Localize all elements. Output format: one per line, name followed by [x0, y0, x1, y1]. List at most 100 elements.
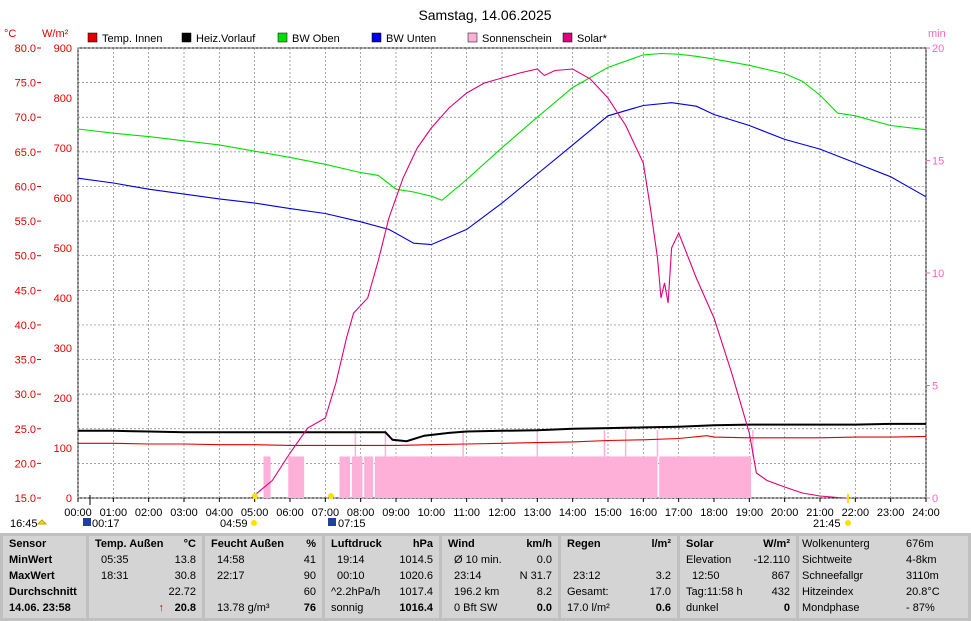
humidity-max-time: 22:17: [217, 570, 245, 582]
moon-marker-icon: [328, 493, 334, 499]
series-line: [77, 52, 927, 201]
snowline-label: Schneefallgr: [802, 570, 864, 582]
y-tick-label-celsius: 65.0: [15, 147, 36, 159]
x-tick-label: 05:00: [241, 507, 269, 519]
solar-avg-value: 432: [771, 586, 790, 598]
y-tick-label-celsius: 20.0: [15, 458, 36, 470]
sun-moon-markers: 16:45 00:17 04:59 07:15 21:45: [10, 493, 851, 530]
x-tick-label: 03:00: [170, 507, 198, 519]
solar-elevation-label: Elevation: [686, 554, 732, 566]
x-tick-label: 20:00: [771, 507, 799, 519]
pressure-max-time: 00:10: [337, 570, 365, 582]
wind-current-value: 0.0: [536, 602, 552, 614]
y-tick-label-celsius: 60.0: [15, 181, 36, 193]
rain-sum: 17.0 l/m²: [567, 602, 610, 614]
x-tick-label: 17:00: [665, 507, 693, 519]
wind-max-value: N 31.7: [519, 570, 552, 582]
sunshine-bar: [288, 456, 305, 498]
x-tick-label: 12:00: [488, 507, 516, 519]
y-tick-label-min: 0: [932, 493, 938, 505]
y-tick-label-celsius: 75.0: [15, 78, 36, 90]
humidity-avg-value: 60: [303, 586, 316, 598]
wind-distance: 196.2 km: [454, 586, 500, 598]
rain-max-time: 23:12: [573, 570, 601, 582]
x-tick-label: 23:00: [877, 507, 905, 519]
temp-max-value: 30.8: [174, 570, 196, 582]
pressure-min-value: 1014.5: [399, 554, 433, 566]
y-tick-label-celsius: 35.0: [15, 355, 36, 367]
x-tick-label: 00:00: [64, 507, 92, 519]
humidity-min-value: 41: [303, 554, 316, 566]
y-tick-label-celsius: 15.0: [15, 493, 36, 505]
day-length: Tag:11:58 h: [686, 586, 743, 598]
wind-header: Wind: [448, 538, 475, 550]
left-axis-unit-celsius: °C: [4, 28, 16, 40]
wind-avg-label: Ø 10 min.: [454, 554, 502, 566]
sunshine-bars: [263, 430, 754, 498]
temp-avg-value: 22.72: [168, 586, 196, 598]
y-tick-label-celsius: 80.0: [15, 43, 36, 55]
wind-avg-value: 0.0: [536, 554, 552, 566]
series-line: [78, 422, 926, 443]
legend-swatch: [87, 32, 98, 43]
wind-max-time: 23:14: [454, 570, 482, 582]
snowline-value: 3110m: [906, 570, 939, 582]
absolute-humidity: 13.78 g/m³: [217, 602, 270, 614]
weather-chart: Samstag, 14.06.2025 °C W/m² min Temp. In…: [4, 7, 946, 530]
right-axis-unit-min: min: [928, 28, 946, 40]
x-tick-label: 21:00: [806, 507, 834, 519]
trend-up-icon: ↑: [158, 602, 165, 614]
legend-label: Solar*: [577, 33, 608, 45]
pressure-min-time: 19:14: [337, 554, 365, 566]
solar-max-value: 867: [771, 570, 790, 582]
rain-total-value: 17.0: [649, 586, 671, 598]
legend-swatch: [181, 32, 192, 43]
temp-column: Temp. Außen °C 05:35 13.8 18:31 30.8 22.72 …: [89, 536, 202, 618]
humidity-min-time: 14:58: [217, 554, 245, 566]
temp-header: Temp. Außen: [95, 538, 164, 550]
wind-mean-value: 8.2: [536, 586, 552, 598]
legend-label: Heiz.Vorlauf: [196, 33, 256, 45]
legend-swatch: [371, 32, 382, 43]
series-lines: [77, 52, 927, 499]
y-tick-label-celsius: 50.0: [15, 251, 36, 263]
moon-time: 07:15: [338, 518, 366, 530]
pressure-unit: hPa: [412, 538, 433, 550]
heat-index-value: 20.8°C: [906, 586, 940, 598]
rain-total-label: Gesamt:: [567, 586, 609, 598]
y-axes: 80.0 75.0 70.0 65.0 60.0 55.0 50.0 45.0 40.0 35.0…: [15, 43, 945, 505]
y-tick-label-wm2: 700: [54, 143, 72, 155]
x-tick-label: 11:00: [453, 507, 480, 519]
sun-icon: [251, 520, 257, 526]
pressure-trend: ^2.2hPa/h: [331, 586, 381, 598]
rain-header: Regen: [567, 538, 601, 550]
x-tick-label: 14:00: [559, 507, 587, 519]
y-tick-label-celsius: 45.0: [15, 285, 36, 297]
y-tick-label-wm2: 0: [66, 493, 72, 505]
sunshine-bar: [659, 456, 752, 498]
series-line: [78, 435, 927, 446]
pressure-header: Luftdruck: [331, 538, 382, 550]
y-tick-label-celsius: 25.0: [15, 424, 36, 436]
rain-column: Regen l/m² 23:12 3.2 Gesamt: 17.0 17.0 l/m²…: [561, 536, 677, 618]
row-label-current: 14.06. 23:58: [9, 602, 71, 614]
y-tick-label-wm2: 600: [54, 193, 72, 205]
sunshine-bar: [351, 456, 363, 498]
solar-max-time: 12:50: [692, 570, 720, 582]
sunrise-marker-icon: [252, 493, 258, 499]
pressure-avg-value: 1017.4: [399, 586, 433, 598]
solar-unit: W/m²: [763, 538, 790, 550]
legend-swatch: [277, 32, 288, 43]
y-tick-label-min: 20: [932, 43, 944, 55]
wind-unit: km/h: [526, 538, 552, 550]
sunshine-bar: [339, 456, 351, 498]
humidity-current-value: 76: [303, 602, 316, 614]
temp-unit: °C: [183, 538, 196, 550]
y-tick-label-celsius: 30.0: [15, 389, 36, 401]
rain-current-value: 0.6: [655, 602, 671, 614]
visibility-label: Sichtweite: [802, 554, 853, 566]
y-tick-label-wm2: 900: [54, 43, 72, 55]
legend-swatch: [467, 32, 478, 43]
x-axis: 00:00 01:00 02:00 03:00 04:00 05:00 06:00 07:00…: [64, 498, 940, 519]
x-tick-label: 06:00: [276, 507, 304, 519]
